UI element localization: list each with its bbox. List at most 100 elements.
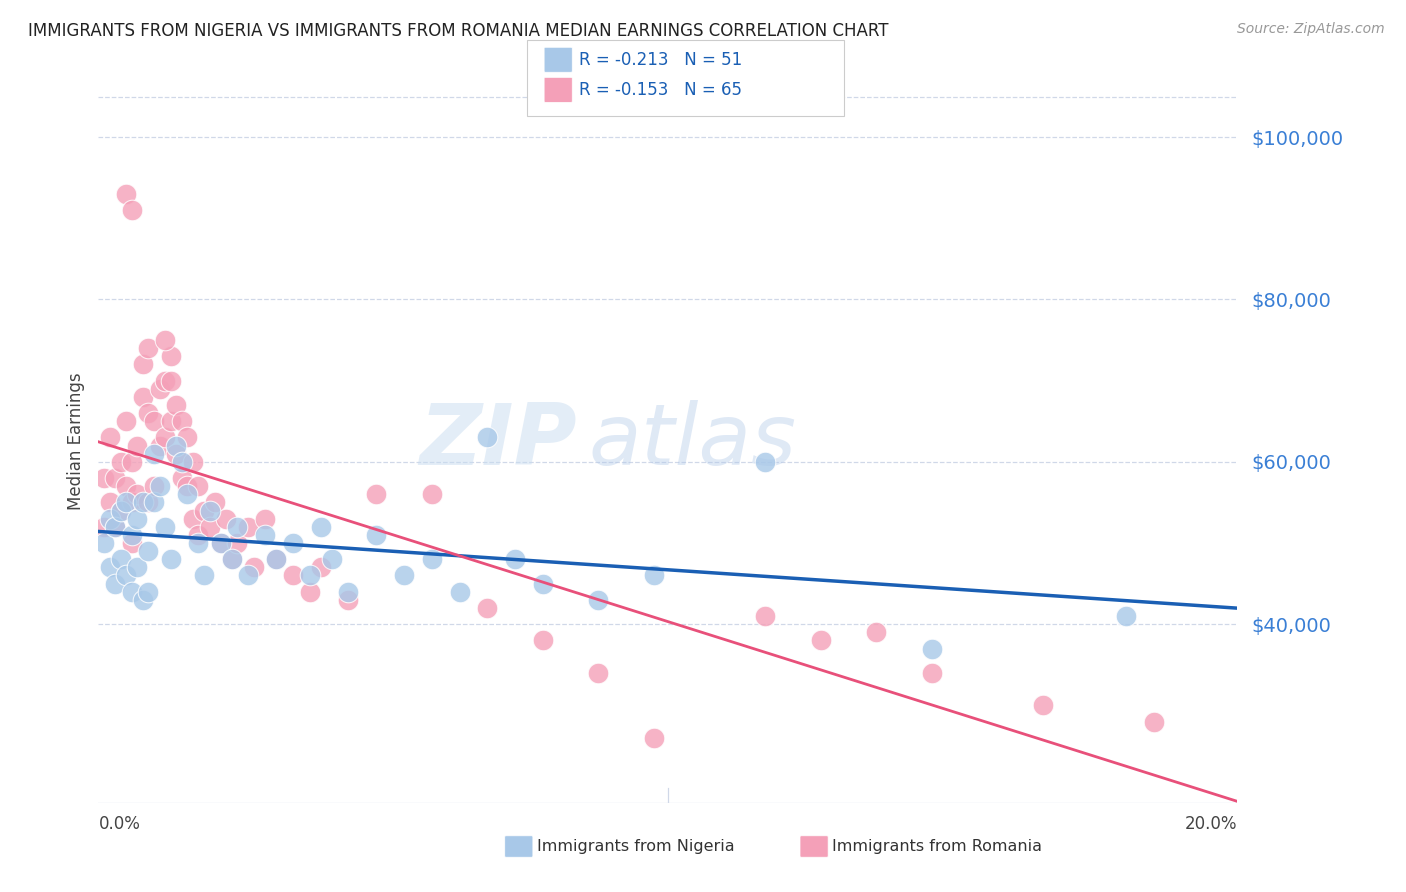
Point — [238, 568, 260, 582]
Point — [238, 520, 260, 534]
Point — [143, 414, 166, 428]
Text: Source: ZipAtlas.com: Source: ZipAtlas.com — [1237, 22, 1385, 37]
Point — [170, 455, 193, 469]
Point — [921, 641, 943, 656]
Point — [93, 520, 115, 534]
Point — [165, 439, 187, 453]
Point — [121, 203, 143, 218]
Point — [187, 528, 209, 542]
Point — [226, 520, 249, 534]
Text: R = -0.213   N = 51: R = -0.213 N = 51 — [579, 51, 742, 69]
Text: R = -0.153   N = 65: R = -0.153 N = 65 — [579, 81, 742, 99]
Point — [165, 398, 187, 412]
Point — [132, 358, 155, 372]
Point — [298, 584, 321, 599]
Point — [104, 520, 127, 534]
Text: ZIP: ZIP — [419, 400, 576, 483]
Y-axis label: Median Earnings: Median Earnings — [66, 373, 84, 510]
Point — [121, 495, 143, 509]
Point — [115, 568, 138, 582]
Point — [643, 568, 665, 582]
Point — [531, 633, 554, 648]
Point — [170, 471, 193, 485]
Point — [121, 455, 143, 469]
Point — [187, 536, 209, 550]
Point — [254, 528, 277, 542]
Point — [104, 471, 127, 485]
Point — [309, 520, 332, 534]
Point — [193, 568, 215, 582]
Point — [1143, 714, 1166, 729]
Point — [121, 584, 143, 599]
Point — [215, 511, 238, 525]
Point — [209, 536, 232, 550]
Point — [98, 495, 121, 509]
Point — [98, 430, 121, 444]
Point — [226, 536, 249, 550]
Point — [254, 511, 277, 525]
Point — [170, 414, 193, 428]
Point — [420, 552, 443, 566]
Point — [165, 447, 187, 461]
Point — [138, 495, 160, 509]
Point — [159, 552, 181, 566]
Point — [477, 430, 499, 444]
Text: Immigrants from Nigeria: Immigrants from Nigeria — [537, 839, 735, 854]
Point — [127, 511, 149, 525]
Point — [281, 568, 304, 582]
Point — [121, 528, 143, 542]
Point — [115, 495, 138, 509]
Point — [181, 455, 204, 469]
Point — [115, 186, 138, 201]
Point — [176, 479, 198, 493]
Point — [337, 592, 360, 607]
Point — [153, 374, 176, 388]
Text: Immigrants from Romania: Immigrants from Romania — [832, 839, 1042, 854]
Point — [138, 406, 160, 420]
Point — [198, 520, 221, 534]
Point — [204, 495, 226, 509]
Point — [198, 503, 221, 517]
Point — [392, 568, 415, 582]
Point — [243, 560, 266, 574]
Point — [93, 471, 115, 485]
Point — [110, 552, 132, 566]
Point — [143, 479, 166, 493]
Point — [337, 584, 360, 599]
Point — [449, 584, 471, 599]
Point — [121, 536, 143, 550]
Point — [132, 495, 155, 509]
Point — [193, 503, 215, 517]
Point — [503, 552, 526, 566]
Point — [366, 528, 388, 542]
Point — [810, 633, 832, 648]
Point — [1115, 609, 1137, 624]
Point — [153, 430, 176, 444]
Point — [181, 511, 204, 525]
Point — [127, 560, 149, 574]
Point — [187, 479, 209, 493]
Point — [127, 487, 149, 501]
Point — [93, 536, 115, 550]
Point — [110, 503, 132, 517]
Point — [104, 520, 127, 534]
Point — [153, 520, 176, 534]
Point — [104, 576, 127, 591]
Point — [531, 576, 554, 591]
Point — [110, 455, 132, 469]
Point — [1032, 698, 1054, 713]
Point — [643, 731, 665, 745]
Point — [98, 560, 121, 574]
Point — [281, 536, 304, 550]
Point — [264, 552, 287, 566]
Point — [221, 552, 243, 566]
Point — [98, 511, 121, 525]
Point — [132, 390, 155, 404]
Text: IMMIGRANTS FROM NIGERIA VS IMMIGRANTS FROM ROMANIA MEDIAN EARNINGS CORRELATION C: IMMIGRANTS FROM NIGERIA VS IMMIGRANTS FR… — [28, 22, 889, 40]
Point — [754, 609, 776, 624]
Point — [148, 479, 170, 493]
Point — [221, 552, 243, 566]
Point — [159, 374, 181, 388]
Point — [309, 560, 332, 574]
Point — [298, 568, 321, 582]
